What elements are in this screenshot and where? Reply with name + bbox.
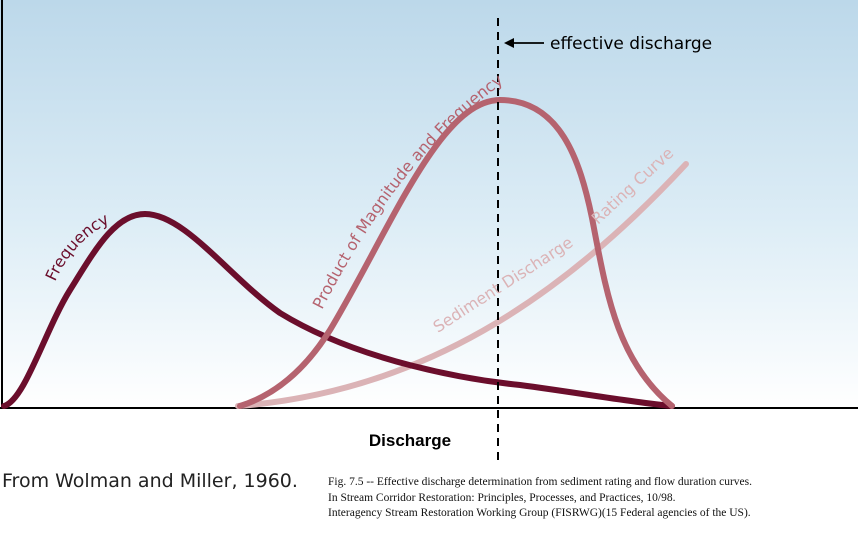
- x-axis-label: Discharge: [369, 431, 451, 450]
- figure-caption-line: Interagency Stream Restoration Working G…: [328, 507, 751, 519]
- figure-caption-line: Fig. 7.5 -- Effective discharge determin…: [328, 476, 752, 488]
- sediment-rating-curve: [235, 161, 689, 409]
- plot-background: [0, 0, 858, 408]
- figure-caption-line: In Stream Corridor Restoration: Principl…: [328, 491, 676, 504]
- effective-discharge-label: effective discharge: [550, 34, 712, 54]
- annotation-arrowhead: [504, 38, 514, 48]
- source-caption: From Wolman and Miller, 1960.: [2, 470, 298, 492]
- product-magnitude-frequency-curve: [237, 96, 675, 409]
- figure-caption: Fig. 7.5 -- Effective discharge determin…: [328, 475, 752, 522]
- frequency-curve: [1, 210, 675, 409]
